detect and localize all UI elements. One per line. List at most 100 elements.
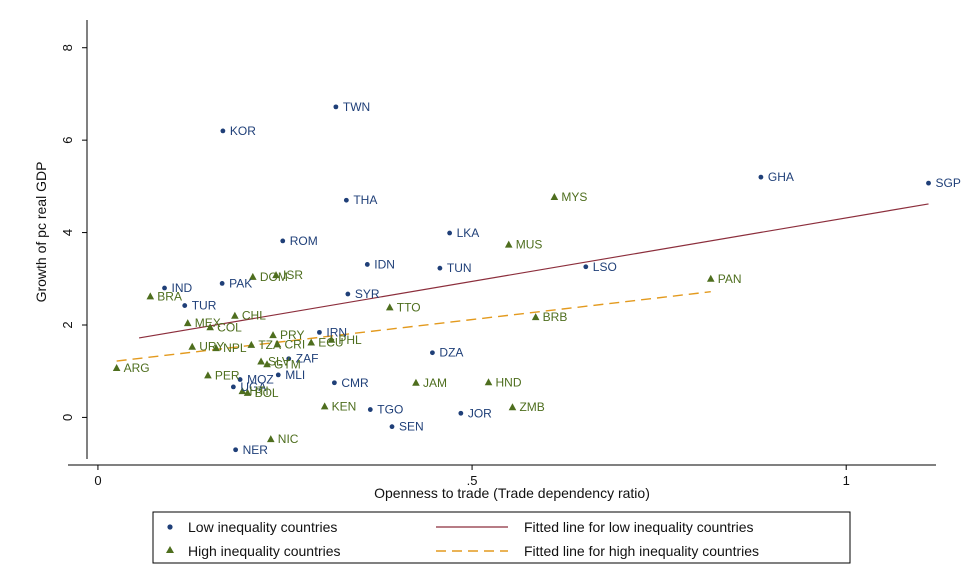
point-label-ken: KEN xyxy=(332,399,357,413)
point-label-bra: BRA xyxy=(157,289,182,303)
point-mli xyxy=(276,372,281,377)
legend-label-high: High inequality countries xyxy=(188,543,341,559)
point-label-lka: LKA xyxy=(457,226,480,240)
point-tha xyxy=(344,198,349,203)
x-axis-title: Openness to trade (Trade dependency rati… xyxy=(374,485,650,501)
point-jor xyxy=(458,411,463,416)
point-label-tha: THA xyxy=(353,193,377,207)
legend: Low inequality countries High inequality… xyxy=(153,512,850,563)
point-label-tun: TUN xyxy=(447,261,472,275)
legend-marker-low xyxy=(167,524,172,529)
x-tick-label: 1 xyxy=(843,473,850,488)
point-label-arg: ARG xyxy=(124,361,150,375)
point-jam xyxy=(412,379,420,386)
point-zmb xyxy=(509,403,517,410)
point-label-sgp: SGP xyxy=(936,176,961,190)
point-label-ury: URY xyxy=(199,340,224,354)
point-ken xyxy=(321,402,329,409)
point-label-lso: LSO xyxy=(593,260,617,274)
point-label-syr: SYR xyxy=(355,287,380,301)
point-nic xyxy=(267,435,275,442)
point-label-mys: MYS xyxy=(561,190,587,204)
point-sgp xyxy=(926,181,931,186)
x-tick-label: 0 xyxy=(94,473,101,488)
point-sen xyxy=(390,424,395,429)
point-lka xyxy=(447,231,452,236)
point-tgo xyxy=(368,407,373,412)
point-label-ecu: ECU xyxy=(318,336,343,350)
y-tick-label: 2 xyxy=(60,321,75,328)
point-label-gha: GHA xyxy=(768,170,794,184)
point-label-twn: TWN xyxy=(343,100,370,114)
y-tick-label: 4 xyxy=(60,229,75,236)
point-ury xyxy=(188,343,196,350)
point-label-pak: PAK xyxy=(229,276,252,290)
point-brb xyxy=(532,313,540,320)
point-kor xyxy=(220,129,225,134)
point-rom xyxy=(280,238,285,243)
point-label-idn: IDN xyxy=(374,257,395,271)
point-uga xyxy=(231,385,236,390)
point-ecu xyxy=(307,339,315,346)
y-tick-label: 0 xyxy=(60,414,75,421)
point-twn xyxy=(333,104,338,109)
point-label-nic: NIC xyxy=(278,432,299,446)
point-arg xyxy=(113,364,121,371)
y-tick-label: 6 xyxy=(60,137,75,144)
point-per xyxy=(204,371,212,378)
point-label-tto: TTO xyxy=(397,300,421,314)
point-label-bol: BOL xyxy=(255,386,279,400)
point-label-gtm: GTM xyxy=(274,357,301,371)
point-ner xyxy=(233,447,238,452)
y-axis-title: Growth of pc real GDP xyxy=(33,162,49,303)
point-label-cri: CRI xyxy=(285,337,306,351)
point-label-dza: DZA xyxy=(439,346,463,360)
point-labels: TWN KOR THA GHA SGP LKA ROM IDN TUN LSO IND PAK SYR T… xyxy=(124,100,961,457)
point-syr xyxy=(345,292,350,297)
point-label-npl: NPL xyxy=(223,341,247,355)
point-label-jam: JAM xyxy=(423,376,447,390)
point-tun xyxy=(437,266,442,271)
point-label-isr: ISR xyxy=(283,268,303,282)
point-label-kor: KOR xyxy=(230,124,256,138)
point-gha xyxy=(759,175,764,180)
point-slv xyxy=(257,357,265,364)
point-pak xyxy=(220,281,225,286)
point-mus xyxy=(505,241,513,248)
point-pan xyxy=(707,275,715,282)
point-label-chl: CHL xyxy=(242,309,266,323)
axes: 024680.5 1 xyxy=(60,20,936,488)
point-label-sen: SEN xyxy=(399,420,424,434)
point-label-zmb: ZMB xyxy=(519,400,544,414)
point-cmr xyxy=(332,380,337,385)
point-lso xyxy=(583,264,588,269)
point-label-rom: ROM xyxy=(290,234,318,248)
point-label-col: COL xyxy=(217,320,242,334)
point-label-tur: TUR xyxy=(192,299,217,313)
point-bra xyxy=(147,292,155,299)
point-hnd xyxy=(485,378,493,385)
legend-label-low: Low inequality countries xyxy=(188,519,337,535)
point-label-pan: PAN xyxy=(718,272,742,286)
point-irn xyxy=(317,330,322,335)
legend-label-high-fit: Fitted line for high inequality countrie… xyxy=(524,543,759,559)
point-label-tgo: TGO xyxy=(377,403,403,417)
point-tto xyxy=(386,303,394,310)
point-label-cmr: CMR xyxy=(341,376,369,390)
y-tick-label: 8 xyxy=(60,44,75,51)
legend-label-low-fit: Fitted line for low inequality countries xyxy=(524,519,754,535)
point-label-brb: BRB xyxy=(543,310,568,324)
point-label-per: PER xyxy=(215,368,240,382)
point-label-tza: TZA xyxy=(258,338,281,352)
point-label-jor: JOR xyxy=(468,406,492,420)
point-chl xyxy=(231,312,239,319)
point-tur xyxy=(182,303,187,308)
point-label-ner: NER xyxy=(243,443,269,457)
point-label-mus: MUS xyxy=(516,238,543,252)
point-mys xyxy=(551,193,559,200)
point-idn xyxy=(365,262,370,267)
point-mex xyxy=(184,319,192,326)
point-tza xyxy=(248,341,256,348)
point-dza xyxy=(430,350,435,355)
